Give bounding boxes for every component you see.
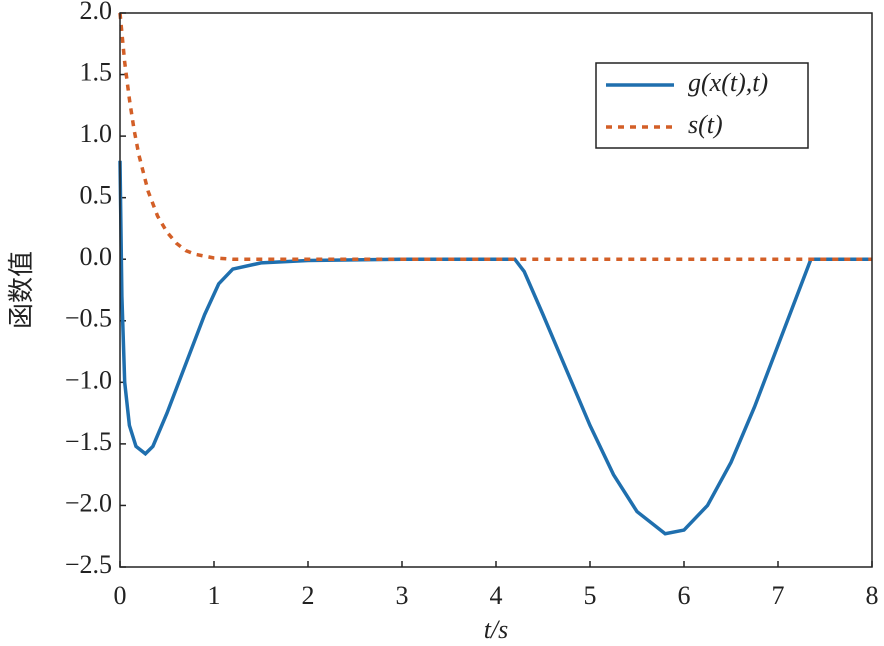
- x-tick-label: 0: [114, 581, 127, 610]
- x-tick-label: 1: [208, 581, 221, 610]
- y-tick-label: −1.0: [65, 365, 112, 394]
- y-axis-label: 函数值: [7, 251, 36, 329]
- x-tick-label: 7: [772, 581, 785, 610]
- y-tick-label: 0.0: [80, 242, 113, 271]
- plot-frame: [119, 12, 873, 568]
- series-line: [118, 160, 872, 536]
- y-tick-label: 2.0: [80, 0, 113, 25]
- x-tick-label: 4: [490, 581, 503, 610]
- y-tick-label: −2.5: [65, 550, 112, 579]
- x-tick-label: 5: [584, 581, 597, 610]
- y-tick-label: 1.0: [80, 119, 113, 148]
- legend-label: g(x(t),t): [688, 68, 768, 97]
- x-tick-label: 8: [866, 581, 879, 610]
- legend-box: [595, 62, 809, 149]
- series-line: [118, 12, 872, 261]
- y-tick-label: −2.0: [65, 488, 112, 517]
- x-tick-label: 3: [396, 581, 409, 610]
- x-tick-label: 6: [678, 581, 691, 610]
- legend-label: s(t): [688, 110, 723, 139]
- x-tick-label: 2: [302, 581, 315, 610]
- y-tick-label: −0.5: [65, 304, 112, 333]
- y-tick-label: 0.5: [80, 181, 113, 210]
- y-tick-label: −1.5: [65, 427, 112, 456]
- y-tick-label: 1.5: [80, 58, 113, 87]
- x-axis-label: t/s: [484, 615, 509, 644]
